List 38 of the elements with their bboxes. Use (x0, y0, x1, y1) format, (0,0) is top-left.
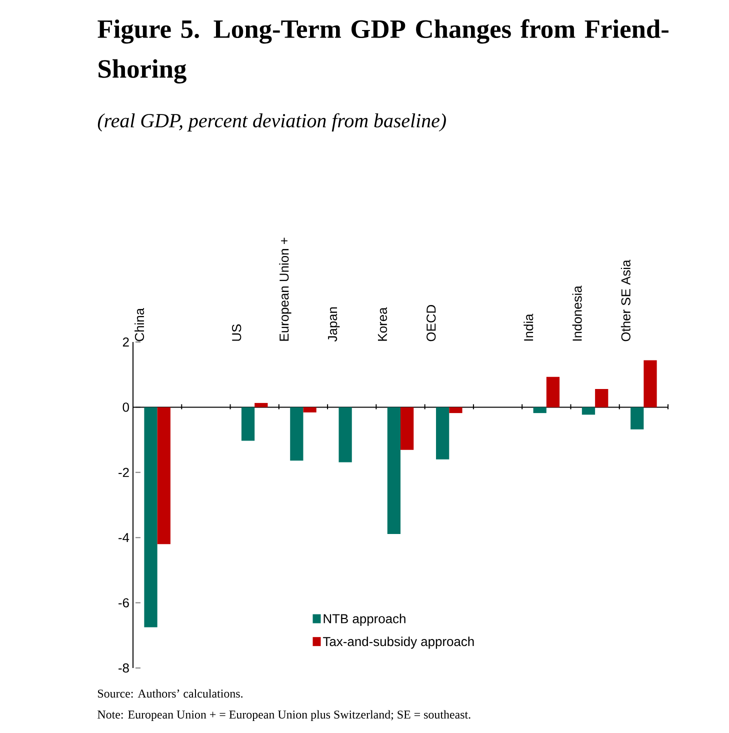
bar (546, 376, 560, 408)
y-tick-label: 2 (122, 337, 129, 347)
bar (157, 407, 170, 544)
x-tick-label: China (134, 308, 144, 342)
bar (387, 407, 401, 534)
bar (241, 407, 255, 441)
y-tick-label: -6 (118, 598, 129, 608)
x-tick-label: US (232, 324, 242, 341)
chart-title: Figure 5. Long-Term GDP Changes from Friend-Shoring (98, 19, 668, 84)
bar (644, 360, 657, 408)
legend-label: Tax-and-subsidy approach (323, 636, 474, 649)
legend-label: NTB approach (324, 614, 406, 626)
bar (338, 407, 352, 462)
bar (595, 388, 608, 408)
bar (290, 407, 304, 461)
bar (582, 407, 596, 415)
x-tick-label: Other SE Asia (620, 260, 630, 342)
bar (303, 407, 316, 412)
bar (630, 407, 644, 430)
bar (144, 407, 158, 628)
x-tick-label: Korea (378, 307, 388, 341)
bar (400, 407, 414, 450)
x-tick-label: European Union + (279, 238, 292, 341)
x-tick-label: OECD (426, 304, 436, 342)
bar (533, 407, 546, 414)
x-tick-label: Indonesia (572, 286, 582, 341)
x-tick-label: Japan (328, 307, 340, 342)
x-tick-label: India (524, 314, 534, 341)
y-tick-label: -4 (118, 533, 130, 542)
bar (449, 407, 462, 414)
text: Note: European Union + = European Union plus Switzerland; SE = southeast. (98, 710, 470, 722)
source-note: Source: Authors’ calculations. (98, 689, 243, 698)
y-tick-label: 0 (122, 402, 129, 412)
y-tick-label: -2 (118, 468, 129, 477)
bar (254, 402, 268, 408)
chart-subtitle: (real GDP, percent deviation from baseline) (98, 113, 446, 132)
y-tick-label: -8 (118, 663, 129, 673)
bar (436, 407, 450, 460)
